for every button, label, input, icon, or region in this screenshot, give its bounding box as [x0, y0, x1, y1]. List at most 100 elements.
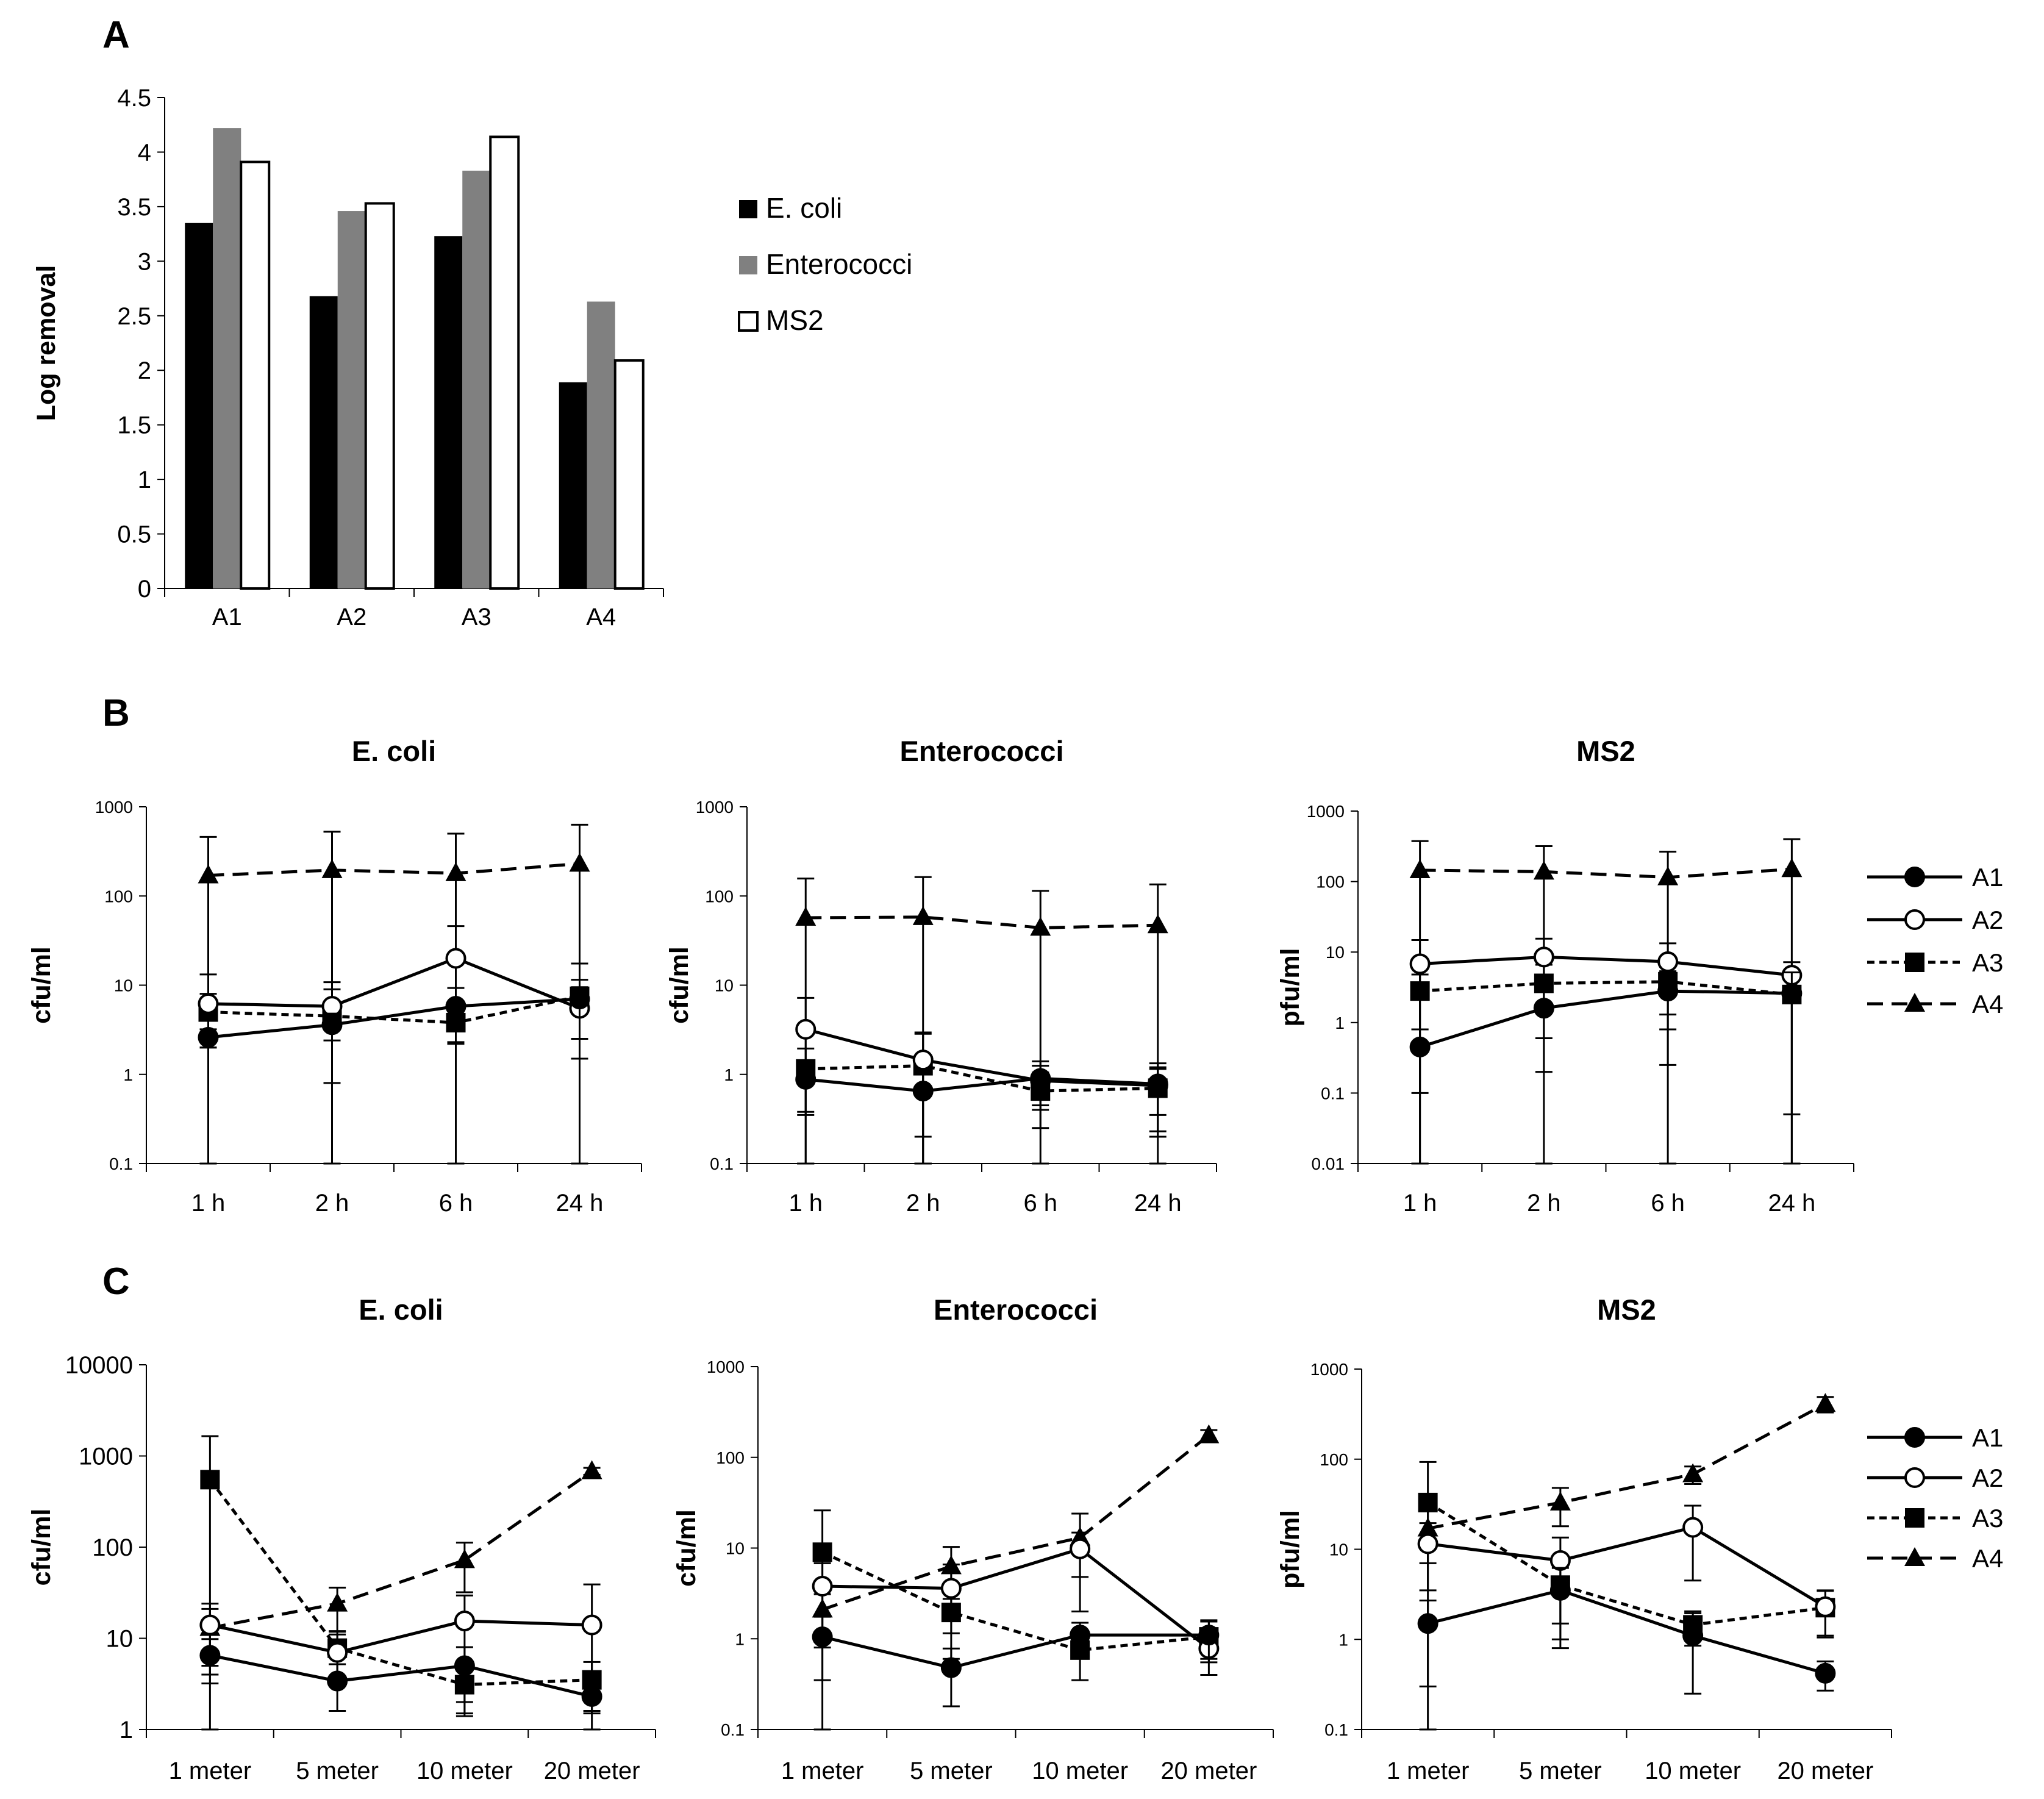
legend-bar-chart: E. coli Enterococci MS2 — [738, 192, 912, 336]
y-axis-title: cfu/ml — [27, 1509, 56, 1586]
y-tick-label: 10 — [114, 976, 133, 995]
series-a2 — [199, 1583, 602, 1731]
panel-label-b: B — [102, 692, 130, 734]
bar-enterococci-a4 — [587, 301, 615, 588]
x-tick-label: 10 meter — [416, 1758, 513, 1784]
series-a1 — [1409, 970, 1803, 1115]
x-tick-label: 1 meter — [169, 1758, 252, 1784]
point-a4-20-meter — [581, 1460, 602, 1479]
x-tick-label: 20 meter — [544, 1758, 640, 1784]
chart-b-ms2: MS2 pfu/ml 0.01 0.1 1 10 100 1000 1 h 2 h 6 h 24 h — [1276, 735, 1854, 1217]
legend-label-a1: A1 — [1972, 863, 2003, 892]
chart-title: E. coli — [359, 1293, 443, 1326]
point-a1-1-meter — [812, 1626, 833, 1648]
y-axis-title: pfu/ml — [1276, 948, 1305, 1027]
x-tick-label: 5 meter — [1519, 1758, 1602, 1784]
point-a1-10-meter — [1070, 1625, 1091, 1646]
series-a4 — [198, 823, 590, 1165]
legend-marker-a2 — [1904, 1467, 1925, 1488]
series-line-a1 — [1428, 1589, 1826, 1675]
bar-ms2-a2 — [364, 202, 395, 590]
point-a2-1-h — [1409, 953, 1431, 975]
y-tick-label: 10 — [106, 1626, 134, 1653]
point-a1-24-h — [569, 989, 590, 1010]
series-a1 — [1417, 1567, 1836, 1695]
y-tick-label: 0.1 — [1324, 1720, 1348, 1739]
chart-c-ms2: MS2 pfu/ml 0.1 1 10 100 1000 1 meter 5 meter 10 m… — [1276, 1293, 1892, 1784]
point-a2-10-meter — [1682, 1517, 1704, 1538]
legend-label-enterococci: Enterococci — [766, 248, 912, 280]
bar-enterococci-a1 — [213, 128, 241, 589]
chart-title: Enterococci — [934, 1293, 1098, 1326]
point-a1-2-h — [321, 1014, 343, 1035]
point-a2-2-h — [1533, 946, 1554, 968]
y-tick-label: 100 — [705, 887, 734, 906]
point-a2-5-meter — [940, 1578, 962, 1599]
legend-label-a4: A4 — [1972, 990, 2003, 1018]
chart-c-ecoli: E. coli cfu/ml 1 10 100 1000 10000 1 meter 5 met… — [27, 1293, 656, 1784]
y-tick-label: 1 — [735, 1629, 745, 1648]
point-a1-20-meter — [1198, 1625, 1220, 1646]
point-a4-24-h — [1147, 914, 1168, 934]
legend-swatch-ms2 — [738, 311, 759, 332]
legend-label-a1: A1 — [1972, 1423, 2003, 1452]
point-a4-1-h — [198, 864, 219, 884]
y-tick-label: 3 — [138, 248, 151, 275]
y-tick-label: 2.5 — [117, 303, 151, 330]
series-line-a2 — [208, 956, 581, 1010]
point-a4-1-h — [1409, 859, 1431, 878]
series-a2 — [812, 1531, 1220, 1676]
y-tick-label: 10 — [726, 1539, 745, 1558]
y-tick-label: 0.1 — [721, 1720, 745, 1739]
point-a4-6-h — [1030, 917, 1051, 936]
point-a2-5-meter — [327, 1642, 348, 1663]
legend-marker-a3 — [1905, 1508, 1924, 1528]
series-line-a1 — [822, 1633, 1209, 1670]
series-line-a2 — [1420, 955, 1792, 977]
series-a3 — [796, 1032, 1168, 1165]
y-tick-label: 0.1 — [710, 1154, 734, 1173]
bar-ms2-a1 — [240, 160, 271, 590]
point-a1-5-meter — [1549, 1579, 1571, 1601]
series-line-a1 — [1419, 989, 1792, 1049]
y-tick-label: 1000 — [707, 1357, 745, 1376]
point-a2-20-meter — [581, 1614, 602, 1636]
point-a4-20-meter — [1815, 1393, 1836, 1412]
y-axis-title: pfu/ml — [1276, 1510, 1305, 1589]
chart-title: MS2 — [1576, 735, 1635, 767]
y-tick-label: 1 — [724, 1065, 734, 1084]
legend-label-e-coli: E. coli — [766, 192, 842, 224]
x-tick-label: 1 h — [788, 1190, 823, 1217]
y-tick-label: 1 — [1335, 1014, 1345, 1032]
x-tick-label: 2 h — [1527, 1190, 1561, 1217]
series-a4 — [795, 876, 1168, 1165]
point-a4-24-h — [569, 853, 590, 872]
y-tick-label: 100 — [104, 887, 133, 906]
point-a1-20-meter — [581, 1686, 602, 1707]
y-tick-label: 0.1 — [109, 1154, 133, 1173]
y-tick-label: 0.5 — [117, 521, 151, 548]
point-a3-1-meter — [1418, 1492, 1438, 1512]
legend-marker-a2 — [1904, 909, 1925, 930]
point-a1-2-h — [912, 1081, 934, 1102]
point-a2-1-meter — [199, 1614, 221, 1636]
point-a2-10-meter — [454, 1611, 475, 1632]
y-axis-title: cfu/ml — [665, 946, 694, 1024]
y-tick-label: 1000 — [1310, 1360, 1348, 1379]
point-a4-2-h — [321, 859, 343, 878]
y-tick-label: 100 — [92, 1534, 133, 1561]
x-tick-label: 1 meter — [1387, 1758, 1470, 1784]
y-tick-label: 4.5 — [117, 85, 151, 112]
series-line-a2 — [805, 1028, 1158, 1087]
series-line-a4 — [806, 915, 1158, 929]
series-line-a2 — [822, 1547, 1210, 1650]
series-line-a2 — [209, 1619, 592, 1654]
point-a2-1-h — [795, 1018, 817, 1040]
x-tick-label: 1 meter — [781, 1758, 864, 1784]
legend-label-a4: A4 — [1972, 1544, 2003, 1573]
y-tick-label: 4 — [138, 139, 151, 166]
series-a2 — [1417, 1504, 1836, 1637]
legend-label-a3: A3 — [1972, 948, 2003, 977]
chart-b-enterococci: Enterococci cfu/ml 0.1 1 10 100 1000 1 h 2 h 6 h 2… — [665, 735, 1217, 1217]
point-a1-5-meter — [940, 1657, 962, 1678]
